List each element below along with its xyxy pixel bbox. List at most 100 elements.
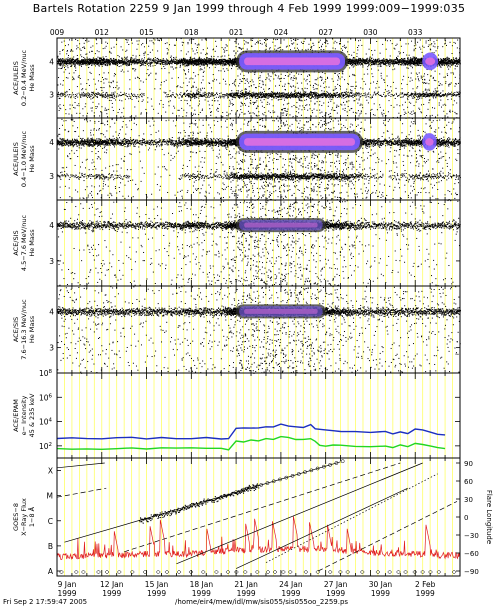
data-point xyxy=(249,93,250,94)
data-point xyxy=(85,62,86,63)
data-point xyxy=(107,98,108,99)
data-point xyxy=(244,78,245,79)
data-point xyxy=(244,40,245,41)
data-point xyxy=(220,64,221,65)
data-point xyxy=(99,51,100,52)
data-point xyxy=(75,108,76,109)
data-point xyxy=(197,47,198,48)
data-point xyxy=(261,94,262,95)
data-point xyxy=(157,50,158,51)
data-point xyxy=(65,109,66,110)
data-point xyxy=(86,65,87,66)
data-point xyxy=(201,39,202,40)
data-point xyxy=(73,59,74,60)
data-point xyxy=(240,95,241,96)
data-point xyxy=(265,85,266,86)
data-point xyxy=(272,95,273,96)
data-point xyxy=(200,69,201,70)
data-point xyxy=(204,59,205,60)
data-point xyxy=(193,51,194,52)
data-point xyxy=(106,113,107,114)
data-point xyxy=(232,105,233,106)
data-point xyxy=(131,94,132,95)
data-point xyxy=(70,51,71,52)
data-point xyxy=(236,90,237,91)
data-point xyxy=(163,61,164,62)
data-point xyxy=(132,43,133,44)
data-point xyxy=(133,59,134,60)
data-point xyxy=(192,97,193,98)
data-point xyxy=(202,110,203,111)
data-point xyxy=(229,84,230,85)
data-point xyxy=(249,113,250,114)
data-point xyxy=(190,57,191,58)
data-point xyxy=(240,93,241,94)
data-point xyxy=(215,64,216,65)
data-point xyxy=(218,97,219,98)
data-point xyxy=(75,39,76,40)
data-point xyxy=(119,109,120,110)
data-point xyxy=(177,94,178,95)
data-point xyxy=(287,94,288,95)
data-point xyxy=(202,95,203,96)
data-point xyxy=(271,93,272,94)
data-point xyxy=(92,59,93,60)
data-point xyxy=(78,77,79,78)
data-point xyxy=(92,51,93,52)
data-point xyxy=(135,69,136,70)
data-point xyxy=(97,93,98,94)
data-point xyxy=(260,100,261,101)
data-point xyxy=(189,78,190,79)
data-point xyxy=(98,92,99,93)
data-point xyxy=(77,40,78,41)
data-point xyxy=(176,67,177,68)
data-point xyxy=(74,62,75,63)
data-point xyxy=(282,97,283,98)
data-point xyxy=(288,103,289,104)
data-point xyxy=(217,94,218,95)
data-point xyxy=(72,105,73,106)
data-point xyxy=(61,42,62,43)
data-point xyxy=(173,60,174,61)
data-point xyxy=(256,87,257,88)
data-point xyxy=(210,96,211,97)
data-point xyxy=(212,100,213,101)
data-point xyxy=(148,65,149,66)
data-point xyxy=(108,72,109,73)
data-point xyxy=(239,98,240,99)
data-point xyxy=(192,58,193,59)
data-point xyxy=(265,79,266,80)
data-point xyxy=(290,78,291,79)
data-point xyxy=(139,78,140,79)
data-point xyxy=(76,95,77,96)
data-point xyxy=(116,82,117,83)
data-point xyxy=(179,94,180,95)
data-point xyxy=(229,106,230,107)
data-point xyxy=(189,105,190,106)
data-point xyxy=(170,90,171,91)
data-point xyxy=(274,96,275,97)
data-point xyxy=(62,50,63,51)
data-point xyxy=(76,45,77,46)
data-point xyxy=(253,84,254,85)
data-point xyxy=(262,81,263,82)
data-point xyxy=(285,89,286,90)
data-point xyxy=(147,61,148,62)
data-point xyxy=(232,93,233,94)
data-point xyxy=(121,58,122,59)
data-point xyxy=(217,100,218,101)
data-point xyxy=(151,60,152,61)
data-point xyxy=(237,94,238,95)
data-point xyxy=(238,44,239,45)
data-point xyxy=(85,95,86,96)
data-point xyxy=(261,93,262,94)
data-point xyxy=(149,40,150,41)
data-point xyxy=(178,110,179,111)
data-point xyxy=(183,110,184,111)
data-point xyxy=(165,112,166,113)
data-point xyxy=(280,47,281,48)
data-point xyxy=(124,94,125,95)
data-point xyxy=(130,116,131,117)
data-point xyxy=(209,83,210,84)
data-point xyxy=(268,98,269,99)
